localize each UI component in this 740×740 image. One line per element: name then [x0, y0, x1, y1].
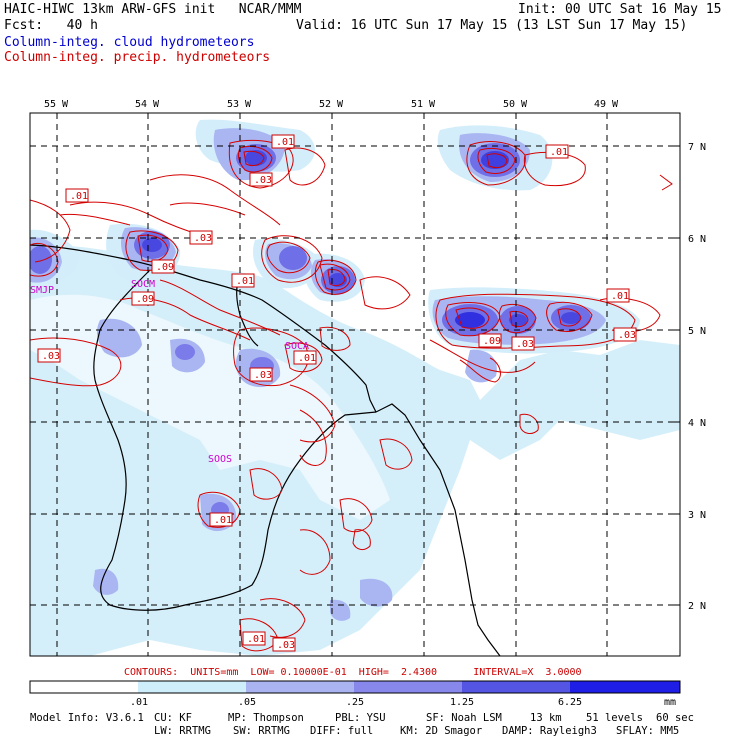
contour-label: .01 [231, 273, 255, 288]
svg-text:.01: .01 [214, 515, 232, 526]
contour-label-group: .01 .03 .01 .03 .09 .09 .01 .03 .01 .03 … [37, 134, 637, 652]
svg-text:.09: .09 [156, 262, 174, 273]
colorbar-label: 6.25 [558, 697, 582, 708]
lon-label: 51 W [411, 99, 436, 110]
model-title: HAIC-HIWC 13km ARW-GFS init NCAR/MMM [4, 2, 302, 17]
lat-labels: 7 N 6 N 5 N 4 N 3 N 2 N [688, 142, 706, 612]
model-info: Model Info: V3.6.1 [30, 712, 144, 724]
contour-label: .03 [249, 367, 273, 382]
colorbar-label: 1.25 [450, 697, 474, 708]
contour-label: .01 [65, 188, 89, 203]
lat-label: 2 N [688, 601, 706, 612]
colorbar-label: .01 [130, 697, 148, 708]
contour-label: .01 [293, 350, 317, 365]
lon-label: 53 W [227, 99, 252, 110]
lat-label: 5 N [688, 326, 706, 337]
svg-text:.03: .03 [254, 175, 272, 186]
svg-text:.01: .01 [550, 147, 568, 158]
resolution: 13 km [530, 712, 562, 724]
contour-label: .09 [151, 259, 175, 274]
lon-label: 54 W [135, 99, 160, 110]
contour-label: .09 [478, 333, 502, 348]
colorbar-label: .25 [346, 697, 364, 708]
contour-label: .03 [37, 348, 61, 363]
sw-scheme: SW: RRTMG [233, 725, 290, 737]
contour-label: .09 [131, 291, 155, 306]
contour-label: .03 [272, 637, 296, 652]
damp-setting: DAMP: Rayleigh3 [502, 725, 597, 737]
contour-label: .03 [249, 172, 273, 187]
forecast-hour: Fcst: 40 h [4, 18, 98, 33]
svg-text:.03: .03 [277, 640, 295, 651]
svg-text:.01: .01 [236, 276, 254, 287]
map-content: .01 .03 .01 .03 .09 .09 .01 .03 .01 .03 … [30, 113, 680, 656]
colorbar [29, 680, 681, 694]
contour-label: .01 [209, 512, 233, 527]
sf-scheme: SF: Noah LSM [426, 712, 502, 724]
contour-label: .01 [606, 288, 630, 303]
cu-scheme: CU: KF [154, 712, 192, 724]
km-setting: KM: 2D Smagor [400, 725, 483, 737]
contour-info: CONTOURS: UNITS=mm LOW= 0.10000E-01 HIGH… [124, 667, 582, 678]
lat-label: 7 N [688, 142, 706, 153]
lon-label: 55 W [44, 99, 69, 110]
lon-label: 49 W [594, 99, 619, 110]
svg-text:.01: .01 [276, 137, 294, 148]
svg-text:.03: .03 [254, 370, 272, 381]
axis-ticks [56, 113, 680, 606]
contour-label: .01 [545, 144, 569, 159]
init-time: Init: 00 UTC Sat 16 May 15 [518, 2, 722, 17]
svg-text:.03: .03 [618, 330, 636, 341]
mp-scheme: MP: Thompson [228, 712, 304, 724]
sflay-setting: SFLAY: MM5 [616, 725, 680, 737]
cloud-shading [30, 119, 680, 656]
field-label-precip: Column-integ. precip. hydrometeors [4, 50, 271, 65]
contour-label: .01 [271, 134, 295, 149]
pbl-scheme: PBL: YSU [335, 712, 386, 724]
timestep: 60 sec [656, 712, 694, 724]
svg-text:.09: .09 [136, 294, 154, 305]
levels: 51 levels [586, 712, 643, 724]
contour-label: .03 [511, 336, 535, 351]
colorbar-units: mm [664, 697, 676, 708]
svg-text:.01: .01 [298, 353, 316, 364]
lat-lon-grid [30, 113, 680, 656]
field-label-cloud: Column-integ. cloud hydrometeors [4, 35, 255, 50]
contour-label: .03 [189, 230, 213, 245]
svg-text:.03: .03 [516, 339, 534, 350]
colorbar-labels: .01 .05 .25 1.25 6.25 mm [130, 697, 676, 708]
svg-text:.01: .01 [247, 634, 265, 645]
precip-contours [30, 139, 673, 652]
lat-label: 3 N [688, 510, 706, 521]
lat-label: 6 N [688, 234, 706, 245]
colorbar-label: .05 [238, 697, 256, 708]
contour-label: .01 [242, 631, 266, 646]
svg-text:.01: .01 [611, 291, 629, 302]
svg-text:.03: .03 [194, 233, 212, 244]
svg-text:.09: .09 [483, 336, 501, 347]
station-label: SOCM [131, 279, 155, 290]
valid-time: Valid: 16 UTC Sun 17 May 15 (13 LST Sun … [296, 18, 688, 33]
lon-label: 50 W [503, 99, 528, 110]
contour-label: .03 [613, 327, 637, 342]
station-labels: SMJP SOCM SOCA SOOS [30, 279, 309, 465]
lon-labels: 55 W 54 W 53 W 52 W 51 W 50 W 49 W [44, 99, 619, 110]
diff-setting: DIFF: full [310, 725, 374, 737]
map-frame [29, 112, 681, 657]
station-label: SOOS [208, 454, 232, 465]
station-label: SMJP [30, 285, 54, 296]
svg-text:.01: .01 [70, 191, 88, 202]
lon-label: 52 W [319, 99, 344, 110]
lat-label: 4 N [688, 418, 706, 429]
svg-text:.03: .03 [42, 351, 60, 362]
lw-scheme: LW: RRTMG [154, 725, 211, 737]
station-label: SOCA [285, 341, 309, 352]
